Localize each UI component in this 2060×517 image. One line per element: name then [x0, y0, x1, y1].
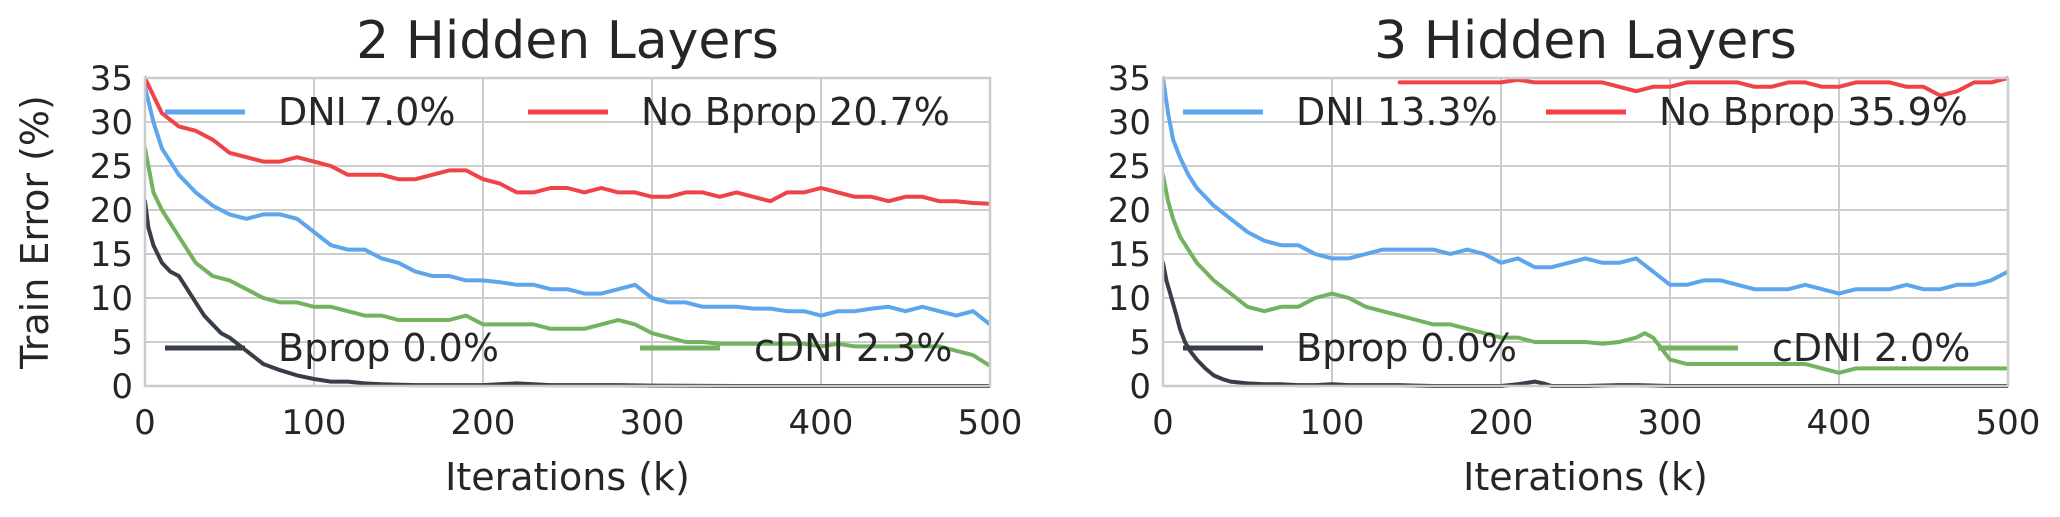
y-tick-label: 30: [90, 103, 133, 143]
x-tick-label: 300: [1638, 403, 1703, 443]
legend-label: No Bprop 20.7%: [641, 90, 950, 134]
series-line-no-bprop-20-7: [145, 76, 990, 206]
grid: [145, 78, 990, 386]
legend: DNI 13.3% No Bprop 35.9% Bprop 0.0% cDNI 2.…: [1183, 90, 1970, 370]
y-tick-label: 5: [1129, 323, 1151, 363]
x-tick-label: 300: [620, 403, 685, 443]
y-tick-label: 30: [1108, 103, 1151, 143]
x-tick-label: 0: [1152, 403, 1174, 443]
legend-label: Bprop 0.0%: [278, 326, 499, 370]
x-tick-label: 100: [282, 403, 347, 443]
y-tick-label: 20: [1108, 191, 1151, 231]
x-tick-label: 400: [789, 403, 854, 443]
series-line-dni-13-3: [1163, 76, 2008, 296]
series-line-no-bprop-35-9: [1397, 76, 2008, 98]
chart-title: 3 Hidden Layers: [1374, 11, 1797, 71]
y-axis-label: Train Error (%): [13, 95, 57, 370]
plot-frame: [1161, 76, 2010, 388]
y-tick-label: 25: [1108, 147, 1151, 187]
x-tick-label: 0: [134, 403, 156, 443]
y-tick-label: 15: [90, 235, 133, 275]
x-tick-label: 200: [451, 403, 516, 443]
legend: DNI 7.0% No Bprop 20.7% Bprop 0.0% cDNI 2.3…: [165, 90, 952, 370]
series-line-cdni-2-0: [1163, 172, 2008, 375]
legend-label: cDNI 2.0%: [1772, 326, 1970, 370]
chart-panel-3-hidden-layers: 3 Hidden Layers Iterations (k) 051015202…: [1108, 11, 2041, 499]
y-tick-label: 35: [1108, 59, 1151, 99]
y-tick-label: 35: [90, 59, 133, 99]
legend-label: No Bprop 35.9%: [1659, 90, 1968, 134]
y-tick-label: 5: [111, 323, 133, 363]
y-tick-label: 15: [1108, 235, 1151, 275]
x-tick-label: 400: [1807, 403, 1872, 443]
series-line-cdni-2-3: [145, 146, 990, 368]
chart-title: 2 Hidden Layers: [356, 11, 779, 71]
grid: [1163, 78, 2008, 386]
x-axis-label: Iterations (k): [445, 455, 690, 499]
y-tick-label: 25: [90, 147, 133, 187]
y-tick-label: 10: [1108, 279, 1151, 319]
series-line-dni-7-0: [145, 84, 990, 327]
plot-frame: [143, 76, 992, 388]
y-tick-label: 0: [111, 367, 133, 407]
y-tick-label: 0: [1129, 367, 1151, 407]
x-tick-label: 500: [958, 403, 1023, 443]
x-tick-label: 200: [1469, 403, 1534, 443]
legend-label: Bprop 0.0%: [1296, 326, 1517, 370]
x-tick-label: 500: [1976, 403, 2041, 443]
chart-panel-2-hidden-layers: 2 Hidden Layers Iterations (k) Train Err…: [13, 11, 1022, 499]
legend-label: DNI 7.0%: [278, 90, 456, 134]
y-tick-label: 20: [90, 191, 133, 231]
legend-label: DNI 13.3%: [1296, 90, 1498, 134]
y-tick-label: 10: [90, 279, 133, 319]
legend-label: cDNI 2.3%: [754, 326, 952, 370]
x-tick-label: 100: [1300, 403, 1365, 443]
x-axis-label: Iterations (k): [1463, 455, 1708, 499]
